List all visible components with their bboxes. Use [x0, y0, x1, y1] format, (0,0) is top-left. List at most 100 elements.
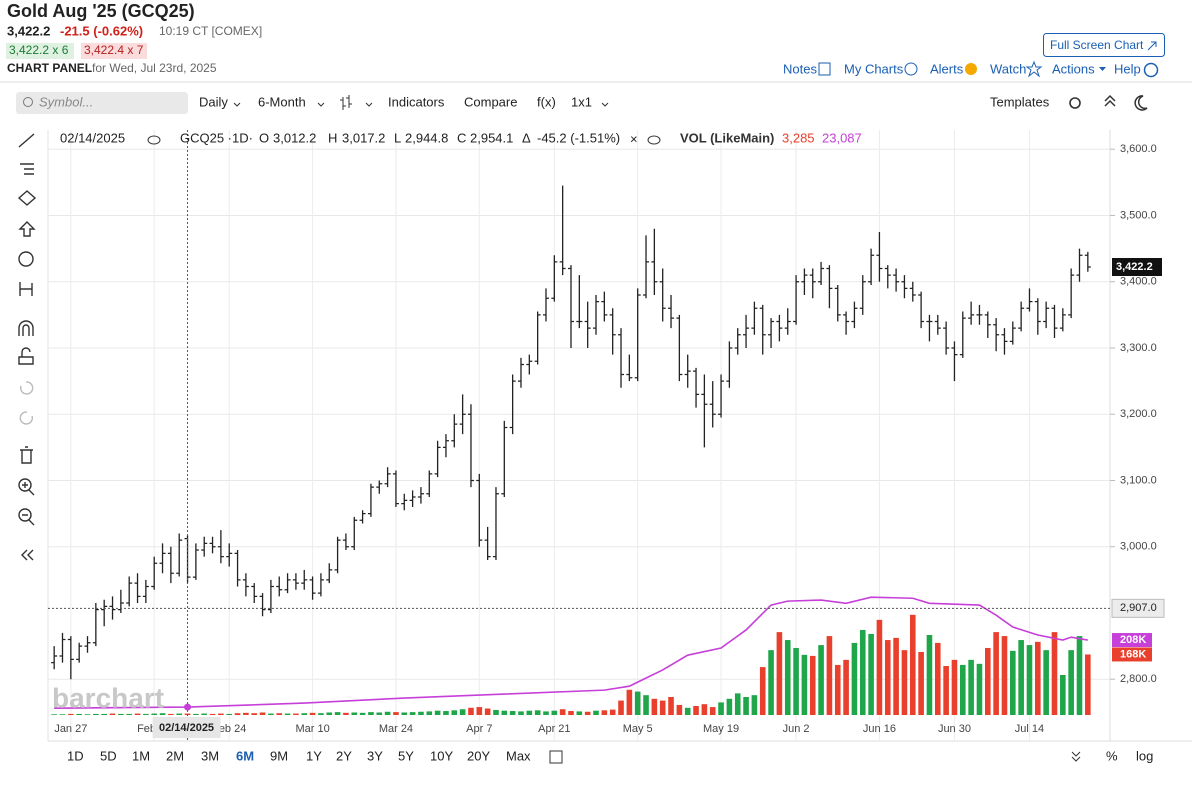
ohlc-bar	[251, 583, 258, 604]
range-button[interactable]: 3M	[201, 748, 219, 763]
header-link[interactable]: Notes	[783, 61, 817, 76]
volume-bar	[918, 651, 924, 715]
toolbar-item[interactable]: Indicators	[388, 94, 445, 109]
tool-zoom-out[interactable]	[18, 508, 32, 522]
vol_last-label: 168K	[1120, 648, 1146, 660]
theme-icon[interactable]	[1134, 95, 1148, 111]
tool-collapse[interactable]	[21, 549, 34, 561]
tool-arrow[interactable]	[18, 221, 36, 237]
eye-icon[interactable]	[647, 135, 661, 145]
tool-magnet[interactable]	[18, 320, 34, 336]
ohlc-bar	[1043, 301, 1050, 329]
range-button[interactable]: 1D	[67, 748, 84, 763]
watch-icon	[1025, 60, 1043, 78]
range-button[interactable]: 5D	[100, 748, 117, 763]
ohlc-bar	[643, 235, 650, 299]
range-button[interactable]: Max	[506, 748, 531, 763]
volume-bar	[343, 712, 349, 715]
range-button[interactable]: 1Y	[306, 748, 322, 763]
toolbar-item[interactable]: 1x1	[571, 94, 592, 109]
bar-type-icon[interactable]	[340, 95, 352, 110]
y-tick-label: 3,500.0	[1120, 209, 1157, 221]
ohlc-bar	[693, 367, 700, 408]
volume-bar	[793, 647, 799, 715]
tool-lock[interactable]	[18, 347, 34, 365]
ohlc-bar	[1026, 288, 1033, 312]
range-button[interactable]: 9M	[270, 748, 288, 763]
x-tick-label: Jul 14	[1015, 723, 1044, 735]
collapse-icon[interactable]	[1104, 94, 1116, 107]
legend-volume-value: 3,285	[782, 130, 815, 145]
ohlc-bar	[843, 311, 850, 335]
tool-redo[interactable]	[19, 411, 34, 425]
range-button[interactable]: 5Y	[398, 748, 414, 763]
ohlc-bar	[718, 374, 725, 418]
legend-close[interactable]: ×	[630, 131, 638, 146]
toolbar-item[interactable]: f(x)	[537, 94, 556, 109]
symbol-input[interactable]	[16, 92, 188, 114]
volume-bar	[451, 710, 458, 715]
ohlc-bar	[634, 288, 641, 382]
range-chevron[interactable]	[1071, 751, 1081, 762]
toolbar-item[interactable]: Daily	[199, 94, 228, 109]
tool-shape[interactable]	[17, 190, 37, 206]
volume-bar	[434, 710, 441, 715]
eye-icon[interactable]	[147, 135, 161, 145]
ohlc-bar	[501, 420, 508, 498]
icon	[1147, 41, 1157, 51]
tool-line[interactable]	[18, 133, 35, 148]
notes-icon	[818, 62, 831, 76]
tool-delete[interactable]	[20, 446, 33, 464]
tool-annotation[interactable]	[18, 251, 34, 267]
settings-icon[interactable]	[1069, 97, 1081, 109]
range-button[interactable]: 2M	[166, 748, 184, 763]
last-price-label: 3,422.2	[1116, 261, 1153, 273]
range-button[interactable]: 3Y	[367, 748, 383, 763]
x-tick-label: Feb 24	[212, 723, 246, 735]
volume-bar	[826, 636, 833, 715]
volume-bar	[534, 710, 541, 715]
tool-measure[interactable]	[19, 282, 33, 296]
panel-label: CHART PANEL	[7, 61, 92, 75]
templates[interactable]: Templates	[990, 94, 1050, 109]
tool-zoom-in[interactable]	[18, 478, 32, 492]
range-button[interactable]: 20Y	[467, 748, 490, 763]
toolbar-item[interactable]: 6-Month	[258, 94, 306, 109]
header-link[interactable]: My Charts	[844, 61, 904, 76]
volume-bar	[784, 640, 791, 715]
title: Gold Aug '25 (GCQ25)	[7, 1, 195, 21]
volume-bar	[818, 645, 824, 715]
volume-bar	[309, 712, 316, 715]
header-link[interactable]: Actions	[1052, 61, 1095, 76]
header-link[interactable]: Alerts	[930, 61, 964, 76]
range-button[interactable]: 6M	[236, 748, 254, 763]
y-tick-label: 3,300.0	[1120, 342, 1157, 354]
ohlc-bar	[292, 573, 299, 590]
ohlc-bar	[492, 487, 499, 560]
ohlc-bar	[551, 255, 558, 302]
search-icon	[23, 97, 33, 107]
range-button[interactable]: 2Y	[336, 748, 352, 763]
ohlc-bar	[59, 632, 66, 663]
toolbar-item[interactable]: Compare	[464, 94, 517, 109]
header-link[interactable]: Watch	[990, 61, 1026, 76]
tool-fib[interactable]	[20, 163, 34, 175]
volume-bar	[201, 713, 208, 715]
scale-button[interactable]: %	[1106, 748, 1118, 763]
change: -21.5 (-0.62%)	[60, 23, 143, 38]
zoom-out-glyph	[22, 514, 35, 526]
volume-bar	[676, 704, 683, 715]
volume-bar	[68, 713, 74, 715]
ohlc-bar	[668, 294, 675, 329]
volume-bar	[909, 614, 916, 715]
header-link[interactable]: Help	[1114, 61, 1141, 76]
scale-button[interactable]: log	[1136, 748, 1153, 763]
range-button[interactable]: 1M	[132, 748, 150, 763]
volume-bar	[226, 713, 233, 715]
calendar-icon[interactable]	[549, 750, 563, 764]
ohlc-bar	[126, 576, 133, 607]
tool-undo[interactable]	[19, 381, 34, 395]
range-button[interactable]: 10Y	[430, 748, 453, 763]
full-screen-button[interactable]: Full Screen Chart	[1043, 33, 1165, 57]
